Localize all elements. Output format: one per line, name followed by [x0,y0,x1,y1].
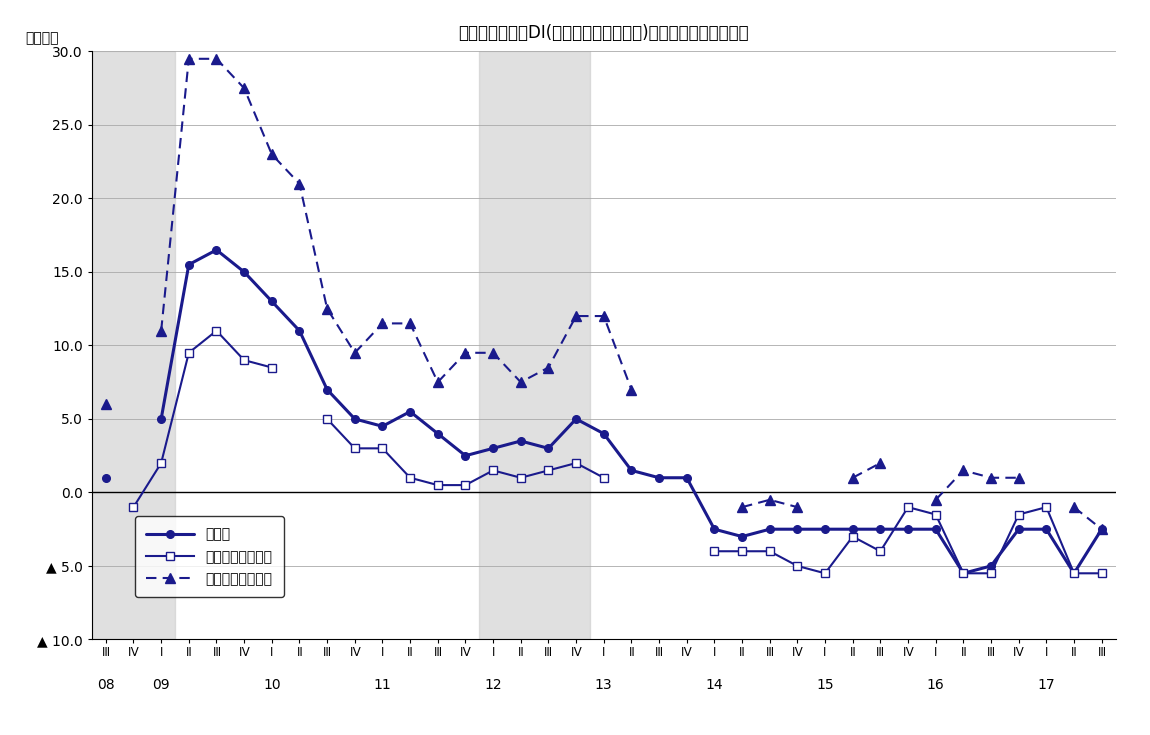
Text: 13: 13 [595,678,613,692]
Title: 生産設備過不足DI(「過剰」－「不足」)の推移（今期の水準）: 生産設備過不足DI(「過剰」－「不足」)の推移（今期の水準） [459,24,749,42]
製造業（小規模） [182,348,196,357]
Text: 14: 14 [706,678,723,692]
製造業（小規模） [154,459,168,467]
Text: 16: 16 [927,678,944,692]
製造業（小規模） [126,503,140,512]
Text: 10: 10 [263,678,281,692]
Text: （ＤＩ）: （ＤＩ） [25,32,59,46]
Text: 09: 09 [152,678,170,692]
製造業（小規模） [264,363,278,372]
Text: 11: 11 [374,678,391,692]
製造業（小規模） [237,356,251,365]
Text: 17: 17 [1037,678,1056,692]
Text: 15: 15 [816,678,834,692]
製造業（小規模） [209,326,223,335]
Legend: 製造業, 製造業（小規模）, 製造業（中規模）: 製造業, 製造業（小規模）, 製造業（中規模） [135,516,284,598]
Text: 12: 12 [484,678,501,692]
Text: 08: 08 [97,678,115,692]
Bar [92,51,175,639]
Line: 製造業（小規模）: 製造業（小規模） [130,327,276,511]
Bar [480,51,590,639]
